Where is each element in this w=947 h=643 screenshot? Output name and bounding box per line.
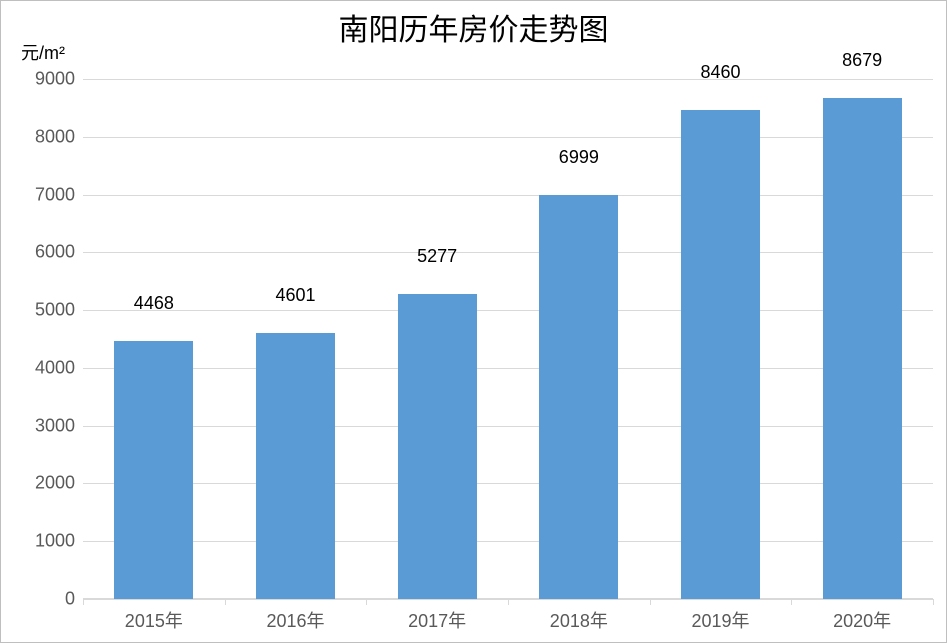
y-tick-label: 9000 [35, 69, 75, 90]
y-tick-label: 4000 [35, 357, 75, 378]
bar-value-label: 5277 [417, 246, 457, 267]
x-tick [83, 599, 84, 605]
chart-title: 南阳历年房价走势图 [1, 5, 946, 49]
gridline [83, 252, 933, 253]
y-tick-label: 0 [65, 589, 75, 610]
gridline [83, 483, 933, 484]
y-tick-label: 2000 [35, 473, 75, 494]
x-tick [791, 599, 792, 605]
y-tick-label: 6000 [35, 242, 75, 263]
x-tick-label: 2017年 [408, 607, 466, 633]
bar-value-label: 8679 [842, 50, 882, 71]
bar [539, 195, 618, 599]
bar-value-label: 8460 [700, 62, 740, 83]
gridline [83, 426, 933, 427]
gridline [83, 195, 933, 196]
gridline [83, 310, 933, 311]
gridline [83, 368, 933, 369]
bar-value-label: 6999 [559, 147, 599, 168]
y-tick-label: 1000 [35, 531, 75, 552]
x-tick [366, 599, 367, 605]
x-tick [508, 599, 509, 605]
y-tick-label: 5000 [35, 300, 75, 321]
bar [256, 333, 335, 599]
y-tick-label: 8000 [35, 126, 75, 147]
bar-value-label: 4601 [275, 285, 315, 306]
y-tick-label: 3000 [35, 415, 75, 436]
plot-area: 0100020003000400050006000700080009000201… [83, 79, 933, 599]
x-tick-label: 2019年 [691, 607, 749, 633]
x-tick-label: 2020年 [833, 607, 891, 633]
bar [398, 294, 477, 599]
gridline [83, 79, 933, 80]
x-tick [650, 599, 651, 605]
chart-container: 南阳历年房价走势图 元/m² 0100020003000400050006000… [0, 0, 947, 643]
x-tick [933, 599, 934, 605]
gridline [83, 137, 933, 138]
x-axis: 2015年2016年2017年2018年2019年2020年 [83, 598, 933, 599]
x-tick-label: 2018年 [550, 607, 608, 633]
bar [114, 341, 193, 599]
x-tick [225, 599, 226, 605]
gridline [83, 541, 933, 542]
x-tick-label: 2016年 [266, 607, 324, 633]
y-tick-label: 7000 [35, 184, 75, 205]
bar-value-label: 4468 [134, 293, 174, 314]
bar [823, 98, 902, 599]
x-tick-label: 2015年 [125, 607, 183, 633]
y-axis-unit-label: 元/m² [21, 39, 65, 65]
bar [681, 110, 760, 599]
